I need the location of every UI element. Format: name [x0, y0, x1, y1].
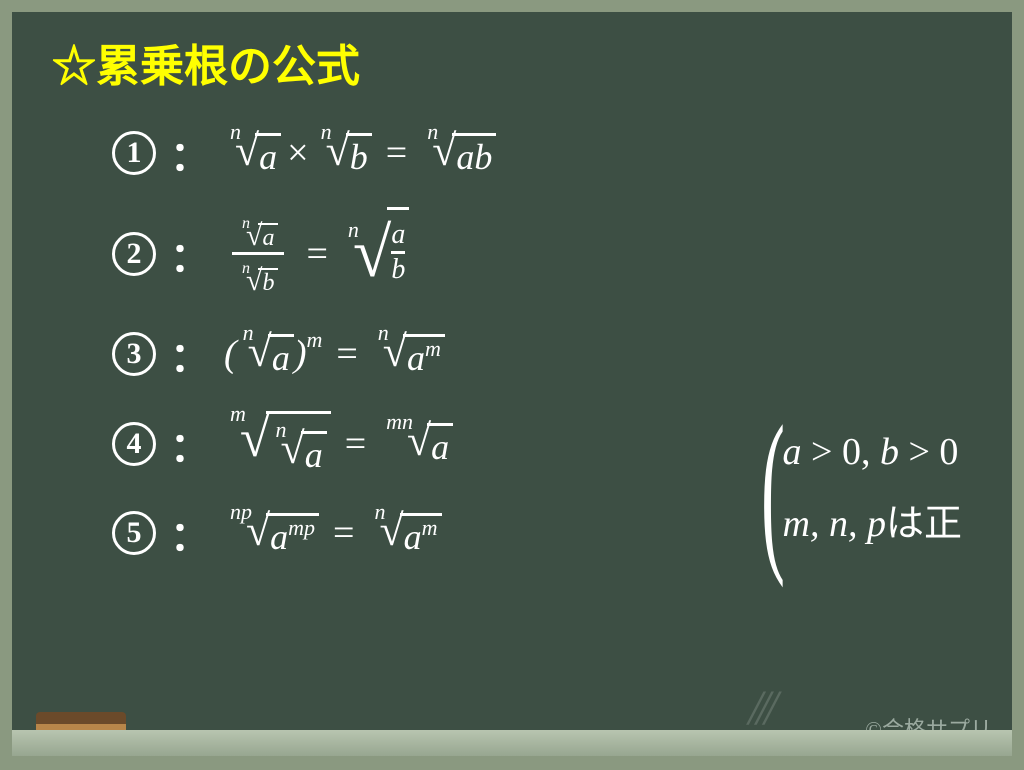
page-title: ☆累乗根の公式 — [52, 30, 972, 94]
chalkboard: ☆累乗根の公式 1 ： n√a × n√b = n√ab 2 ： n√a n√b… — [0, 0, 1024, 770]
formula-number: 4 — [112, 422, 156, 466]
formula-2: 2 ： n√a n√b = n √ a b — [112, 210, 972, 297]
colon: ： — [170, 415, 210, 473]
colon: ： — [170, 225, 210, 283]
chalk-scratch-icon: /// — [748, 678, 772, 736]
formula-1-expr: n√a × n√b = n√ab — [224, 129, 496, 178]
colon: ： — [170, 504, 210, 562]
colon: ： — [170, 325, 210, 383]
chalk-ledge — [12, 730, 1012, 756]
brace-icon: ( — [761, 417, 785, 561]
formula-number: 2 — [112, 232, 156, 276]
formula-4-expr: m√ n√a = mn√a — [224, 411, 453, 476]
formula-5-expr: np√amp = n√am — [224, 509, 442, 558]
formula-3-expr: (n√a)m = n√am — [224, 330, 445, 379]
conditions: ( a > 0, b > 0 m, n, pは正 — [743, 412, 962, 565]
formula-1: 1 ： n√a × n√b = n√ab — [112, 124, 972, 182]
formula-number: 5 — [112, 511, 156, 555]
formula-number: 1 — [112, 131, 156, 175]
formula-number: 3 — [112, 332, 156, 376]
formula-2-expr: n√a n√b = n √ a b — [224, 210, 409, 297]
colon: ： — [170, 124, 210, 182]
formula-3: 3 ： (n√a)m = n√am — [112, 325, 972, 383]
condition-2: m, n, pは正 — [783, 492, 962, 547]
condition-1: a > 0, b > 0 — [783, 430, 962, 474]
